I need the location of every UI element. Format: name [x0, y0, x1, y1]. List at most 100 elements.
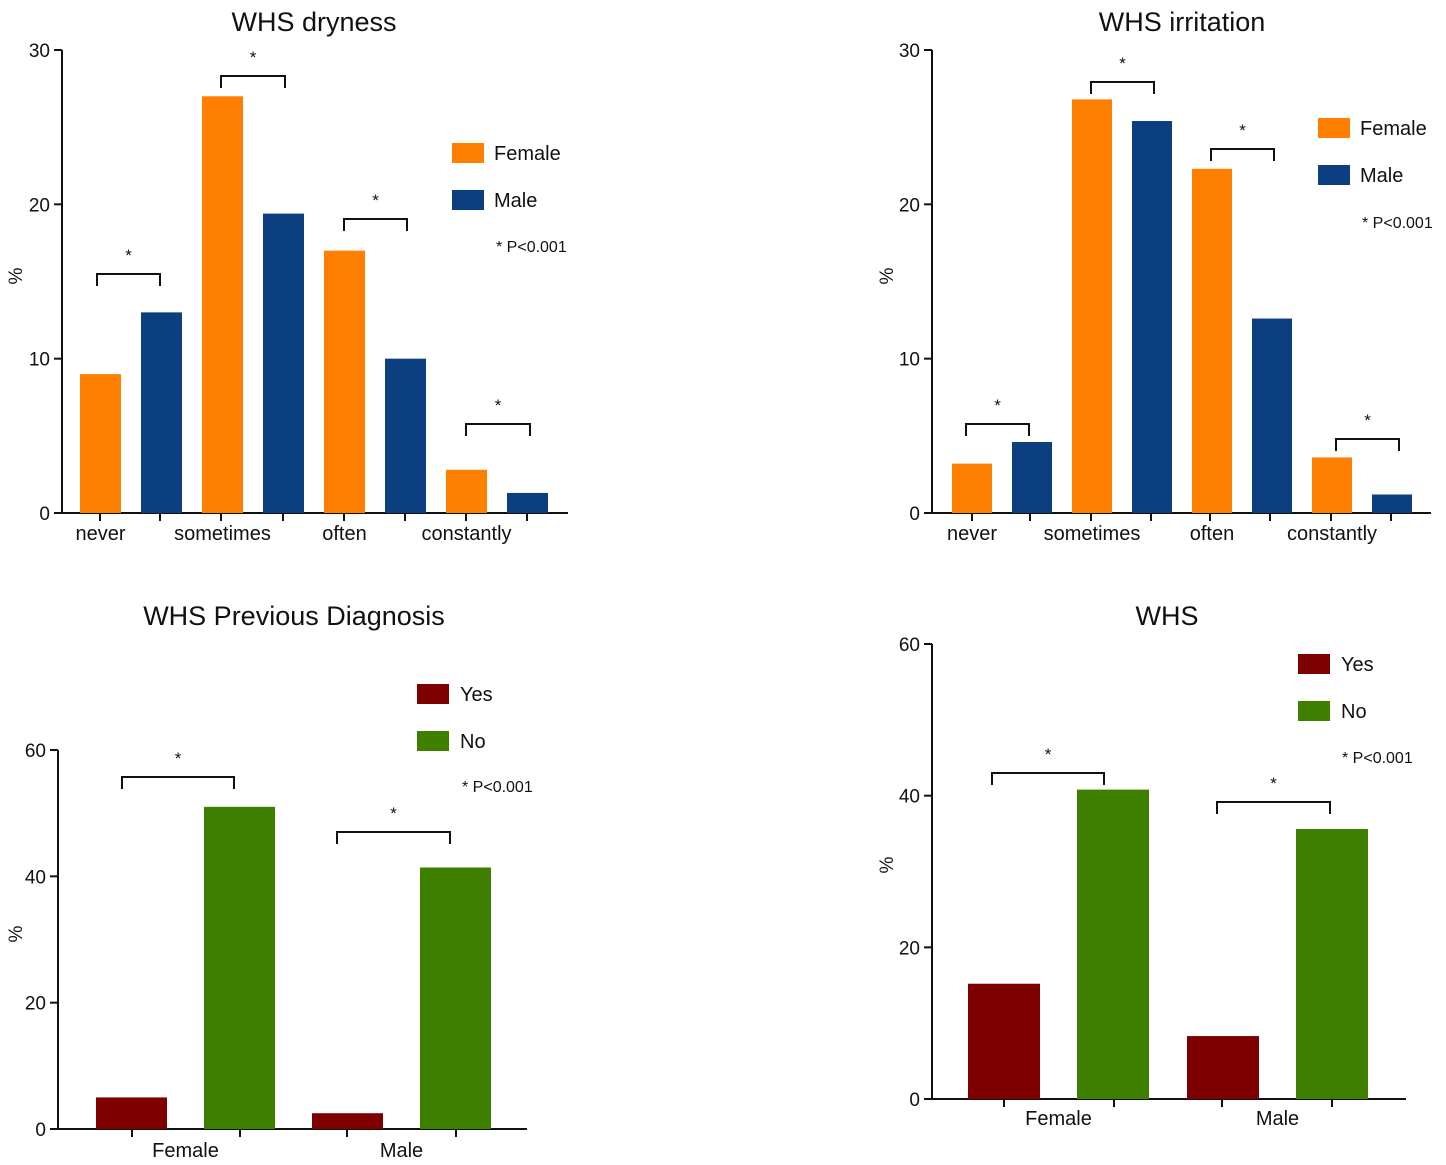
bar-yes-female — [96, 1097, 167, 1129]
legend-label-no: No — [1341, 701, 1367, 723]
significance-marker: * — [1239, 121, 1246, 140]
bar-female-often — [324, 250, 365, 513]
bar-no-male — [1296, 829, 1368, 1099]
significance-marker: * — [1270, 774, 1277, 793]
significance-note: * P<0.001 — [1342, 750, 1413, 767]
legend-swatch-no — [417, 731, 449, 751]
significance-note: * P<0.001 — [496, 239, 567, 256]
significance-bracket — [343, 218, 408, 231]
bar-male-often — [1252, 318, 1292, 513]
significance-bracket — [220, 75, 286, 88]
legend-label-female: Female — [494, 143, 561, 165]
x-category-label: Female — [152, 1140, 219, 1160]
y-axis-title: % — [877, 856, 898, 873]
bar-male-often — [385, 358, 426, 513]
bar-female-constantly — [1312, 457, 1352, 513]
significance-marker: * — [1364, 411, 1371, 430]
bar-female-never — [80, 374, 121, 513]
bar-yes-male — [312, 1113, 383, 1129]
chart-title: WHS Previous Diagnosis — [143, 601, 445, 631]
significance-marker: * — [175, 749, 182, 768]
chart-panel-3: WHS Previous Diagnosis% 0 20 40 60 Female Male… — [6, 601, 533, 1162]
significance-marker: * — [125, 246, 132, 265]
significance-marker: * — [250, 48, 257, 67]
y-tick-label: 10 — [29, 350, 50, 371]
y-tick-label: 20 — [29, 195, 50, 216]
significance-marker: * — [1045, 745, 1052, 764]
y-tick-label: 20 — [25, 994, 46, 1015]
significance-bracket — [965, 423, 1030, 436]
chart-title: WHS dryness — [231, 7, 396, 37]
y-tick-label: 0 — [39, 504, 50, 525]
x-category-label: constantly — [1287, 523, 1377, 545]
y-tick-label: 0 — [909, 504, 920, 525]
bar-male-constantly — [1372, 494, 1412, 513]
significance-bracket — [465, 423, 531, 436]
legend-label-yes: Yes — [460, 684, 493, 706]
legend-label-no: No — [460, 731, 486, 753]
significance-marker: * — [1119, 54, 1126, 73]
bar-no-male — [420, 867, 491, 1129]
significance-bracket — [121, 776, 235, 789]
bar-no-female — [1077, 789, 1149, 1099]
bar-female-constantly — [446, 469, 487, 513]
bar-female-never — [952, 463, 992, 513]
legend-swatch-female — [452, 143, 484, 163]
legend-swatch-no — [1298, 701, 1330, 721]
bar-male-never — [1012, 442, 1052, 513]
legend-label-female: Female — [1360, 118, 1427, 140]
legend-label-male: Male — [494, 190, 537, 212]
x-category-label: Male — [1256, 1108, 1299, 1130]
significance-note: * P<0.001 — [462, 779, 533, 796]
bar-male-never — [141, 312, 182, 513]
x-category-label: often — [1190, 523, 1234, 545]
x-category-label: often — [322, 523, 366, 545]
y-axis-title: % — [877, 267, 898, 284]
x-category-label: never — [947, 523, 997, 545]
bar-male-sometimes — [263, 213, 304, 514]
y-tick-label: 10 — [899, 350, 920, 371]
bar-no-female — [204, 806, 275, 1129]
x-category-label: constantly — [421, 523, 511, 545]
significance-bracket — [1210, 148, 1275, 161]
y-axis-title: % — [6, 925, 27, 942]
bar-yes-male — [1187, 1036, 1259, 1099]
x-category-label: Male — [380, 1140, 423, 1160]
y-tick-label: 30 — [899, 41, 920, 62]
legend-swatch-yes — [1298, 654, 1330, 674]
significance-marker: * — [495, 396, 502, 415]
bar-female-often — [1192, 168, 1232, 513]
chart-panel-2: WHS irritation% 0 10 20 30 never sometimes ofte… — [877, 7, 1433, 545]
bar-male-sometimes — [1132, 120, 1172, 513]
significance-bracket — [1335, 438, 1400, 451]
significance-bracket — [1216, 801, 1331, 814]
bar-female-sometimes — [1072, 99, 1112, 514]
y-tick-label: 0 — [909, 1090, 920, 1111]
significance-marker: * — [994, 396, 1001, 415]
x-category-label: never — [75, 523, 125, 545]
chart-title: WHS — [1136, 601, 1199, 631]
legend-swatch-yes — [417, 684, 449, 704]
significance-marker: * — [372, 191, 379, 210]
legend-swatch-female — [1318, 118, 1350, 138]
x-category-label: Female — [1025, 1108, 1092, 1130]
y-axis-title: % — [6, 267, 27, 284]
significance-bracket — [1090, 81, 1155, 94]
y-tick-label: 60 — [899, 635, 920, 656]
y-tick-label: 40 — [899, 787, 920, 808]
bar-female-sometimes — [202, 96, 243, 514]
legend-label-yes: Yes — [1341, 654, 1374, 676]
chart-panel-1: WHS dryness% 0 10 20 30 never sometimes often co… — [6, 7, 568, 545]
bar-male-constantly — [507, 492, 548, 513]
bar-yes-female — [968, 983, 1040, 1099]
significance-bracket — [336, 831, 451, 844]
y-tick-label: 60 — [25, 741, 46, 762]
y-tick-label: 20 — [899, 938, 920, 959]
y-tick-label: 40 — [25, 867, 46, 888]
y-tick-label: 0 — [35, 1120, 46, 1141]
significance-note: * P<0.001 — [1362, 215, 1433, 232]
significance-bracket — [96, 273, 161, 286]
chart-title: WHS irritation — [1099, 7, 1266, 37]
